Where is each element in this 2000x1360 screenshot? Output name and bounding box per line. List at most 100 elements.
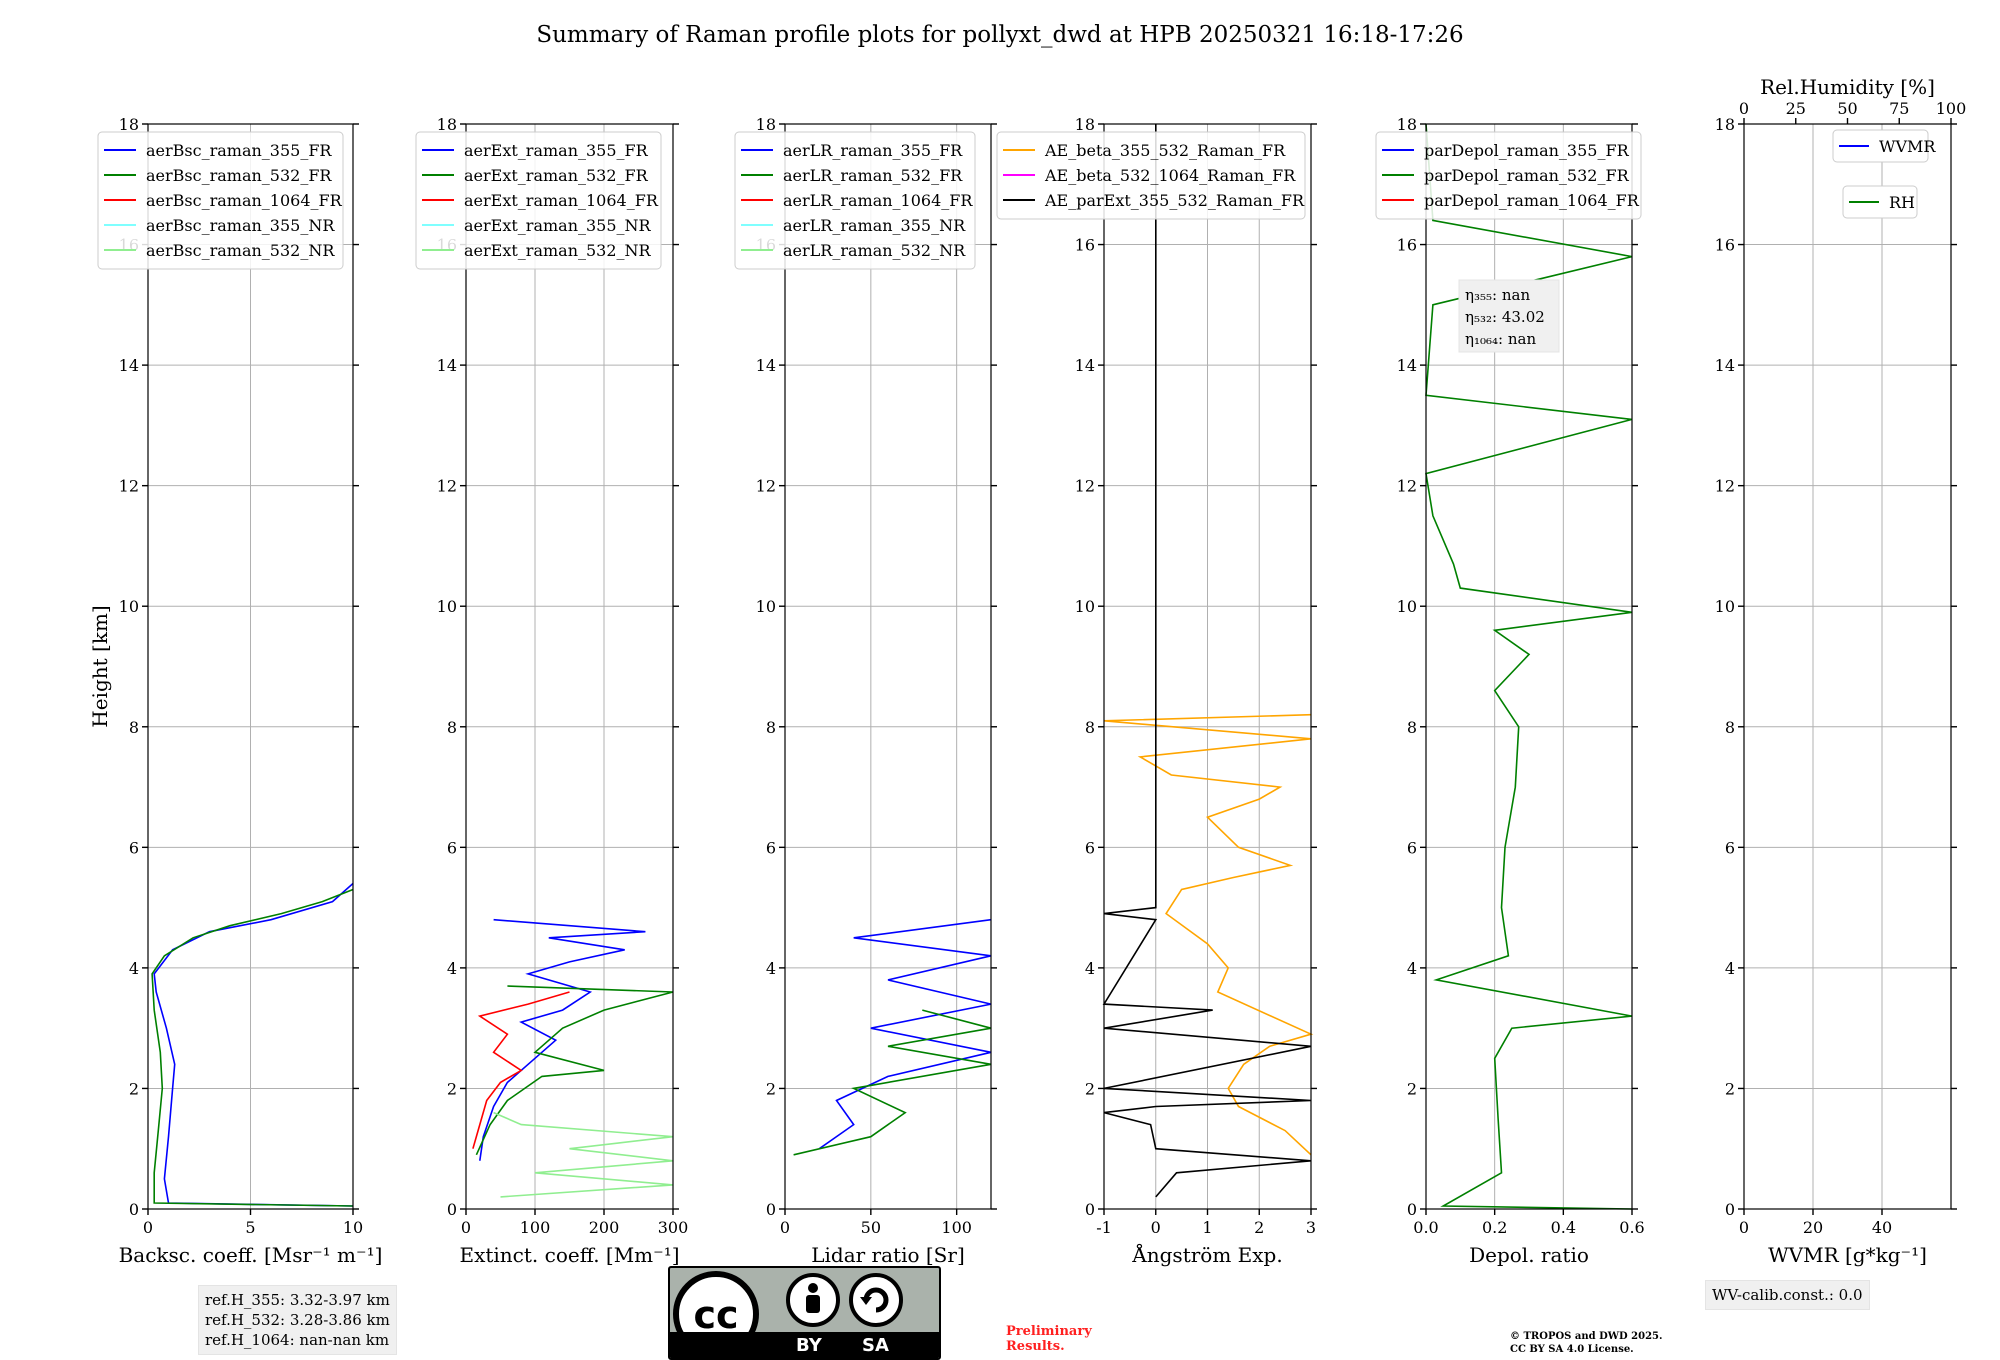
y-tick-label: 14	[756, 356, 776, 375]
y-tick-label: 6	[1085, 838, 1095, 857]
x-axis-label: Depol. ratio	[1469, 1243, 1589, 1267]
legend-label: AE_beta_532_1064_Raman_FR	[1044, 166, 1296, 185]
y-tick-label: 10	[119, 597, 139, 616]
x-tick-label: 0.6	[1619, 1218, 1644, 1237]
wv-calib-box: WV-calib.const.: 0.0	[1705, 1280, 1870, 1310]
x-tick-label: 5	[245, 1218, 255, 1237]
y-tick-label: 0	[766, 1200, 776, 1219]
y-tick-label: 4	[129, 959, 139, 978]
preliminary-note: Preliminary Results.	[1006, 1324, 1092, 1354]
axes-frame	[1743, 123, 1952, 1210]
y-tick-label: 10	[437, 597, 457, 616]
copyright-line-1: © TROPOS and DWD 2025.	[1510, 1331, 1663, 1342]
x-axis-label: Ångström Exp.	[1131, 1242, 1282, 1267]
eta-box	[1458, 279, 1560, 353]
y-tick-label: 16	[1075, 236, 1095, 255]
legend-box-rh	[1842, 185, 1918, 219]
y-tick-label: 0	[447, 1200, 457, 1219]
eta-annotation: η₁₀₆₄: nan	[1465, 330, 1536, 348]
ref-height-1064: ref.H_1064: nan-nan km	[205, 1331, 390, 1349]
y-tick-label: 12	[756, 477, 776, 496]
panel-extinction: 0246810121416180100200300Extinct. coeff.…	[415, 115, 689, 1267]
series-aerExt_raman_355_FR	[479, 918, 646, 1161]
y-tick-label: 18	[756, 115, 776, 134]
x-tick-label: 0	[1739, 1218, 1749, 1237]
y-tick-label: 6	[1725, 838, 1735, 857]
series-AE_beta_355_532_Raman_FR	[1103, 713, 1314, 1156]
y-tick-label: 14	[1715, 356, 1735, 375]
legend-label: aerLR_raman_532_NR	[783, 241, 966, 260]
legend-label: aerBsc_raman_355_FR	[146, 141, 332, 160]
y-tick-label: 8	[1407, 718, 1417, 737]
copyright-line-2: CC BY SA 4.0 License.	[1510, 1344, 1634, 1355]
ref-height-box: ref.H_355: 3.32-3.97 km ref.H_532: 3.28-…	[198, 1285, 397, 1355]
legend-label: aerBsc_raman_532_NR	[146, 241, 335, 260]
legend-label: aerExt_raman_355_FR	[464, 141, 649, 160]
legend-label: parDepol_raman_1064_FR	[1424, 191, 1640, 210]
wv-calib-text: WV-calib.const.: 0.0	[1712, 1286, 1863, 1304]
legend-box-wvmr	[1832, 129, 1929, 163]
series-aerLR_raman_532_FR	[793, 1009, 992, 1156]
series-parDepol_raman_532_FR	[1425, 123, 1633, 1210]
legend-label: WVMR	[1879, 137, 1936, 156]
y-tick-label: 14	[437, 356, 457, 375]
y-tick-label: 6	[129, 838, 139, 857]
x-tick-label: 0	[461, 1218, 471, 1237]
y-tick-label: 18	[1397, 115, 1417, 134]
ref-height-532: ref.H_532: 3.28-3.86 km	[205, 1311, 390, 1329]
x2-tick-label: 100	[1936, 99, 1967, 118]
x-tick-label: 100	[941, 1218, 972, 1237]
x-tick-label: 300	[658, 1218, 689, 1237]
y-tick-label: 0	[1725, 1200, 1735, 1219]
y-tick-label: 10	[756, 597, 776, 616]
x-tick-label: 0	[780, 1218, 790, 1237]
legend-label: AE_beta_355_532_Raman_FR	[1044, 141, 1286, 160]
y-tick-label: 18	[119, 115, 139, 134]
x-tick-label: 100	[520, 1218, 551, 1237]
x2-tick-label: 0	[1739, 99, 1749, 118]
y-tick-label: 12	[437, 477, 457, 496]
legend-box	[734, 131, 976, 270]
y-tick-label: 12	[1075, 477, 1095, 496]
x-axis-label: Backsc. coeff. [Msr⁻¹ m⁻¹]	[119, 1243, 383, 1267]
y-tick-label: 12	[119, 477, 139, 496]
y-tick-label: 6	[1407, 838, 1417, 857]
legend-label: RH	[1889, 193, 1915, 212]
legend-label: AE_parExt_355_532_Raman_FR	[1044, 191, 1305, 210]
y-tick-label: 14	[1075, 356, 1095, 375]
y-axis-label: Height [km]	[88, 605, 112, 727]
x-tick-label: 3	[1306, 1218, 1316, 1237]
y-tick-label: 2	[129, 1079, 139, 1098]
x-axis-label: WVMR [g*kg⁻¹]	[1768, 1243, 1927, 1267]
sa-icon	[849, 1273, 903, 1327]
cc-symbols: cc	[673, 1271, 903, 1338]
series-aerBsc_raman_355_FR	[153, 882, 354, 1207]
y-tick-label: 10	[1715, 597, 1735, 616]
legend-label: aerExt_raman_355_NR	[464, 216, 652, 235]
legend-label: aerLR_raman_1064_FR	[783, 191, 973, 210]
figure-title: Summary of Raman profile plots for polly…	[536, 22, 1464, 48]
series-aerExt_raman_1064_FR	[472, 991, 570, 1149]
legend-label: aerExt_raman_1064_FR	[464, 191, 659, 210]
panel-lidar-ratio: 024681012141618050100Lidar ratio [Sr]aer…	[734, 115, 997, 1267]
y-tick-label: 18	[437, 115, 457, 134]
y-tick-label: 8	[766, 718, 776, 737]
x-tick-label: 1	[1202, 1218, 1212, 1237]
cc-strip: BY SA	[670, 1332, 939, 1358]
legend-label: parDepol_raman_355_FR	[1424, 141, 1630, 160]
x-tick-label: 0	[143, 1218, 153, 1237]
legend-box	[97, 131, 344, 270]
y-tick-label: 16	[1397, 236, 1417, 255]
eta-annotation: η₅₃₂: 43.02	[1465, 308, 1545, 326]
eta-annotation: η₃₅₅: nan	[1465, 286, 1530, 304]
y-tick-label: 2	[447, 1079, 457, 1098]
y-tick-label: 4	[1085, 959, 1095, 978]
y-tick-label: 8	[447, 718, 457, 737]
legend-label: aerLR_raman_355_NR	[783, 216, 966, 235]
x-tick-label: 2	[1254, 1218, 1264, 1237]
y-tick-label: 16	[1715, 236, 1735, 255]
x-axis-label: Lidar ratio [Sr]	[811, 1243, 965, 1267]
y-tick-label: 10	[1397, 597, 1417, 616]
